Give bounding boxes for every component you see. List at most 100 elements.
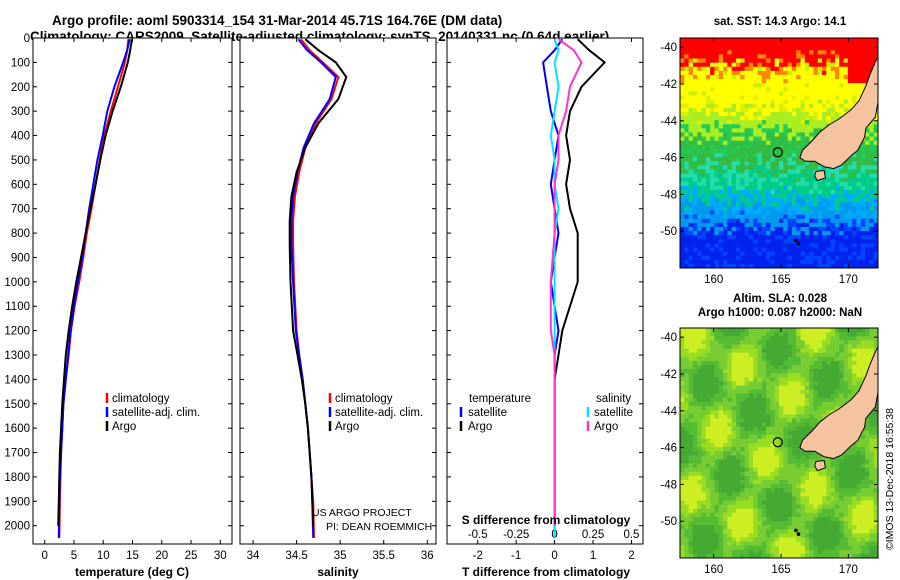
map-cell [804, 239, 810, 244]
map-cell [856, 46, 862, 51]
map-cell [723, 177, 728, 183]
map-cell [684, 181, 690, 187]
map-cell [744, 377, 750, 382]
y-tick-label: 1600 [4, 423, 30, 435]
map-cell [809, 218, 815, 224]
map-cell [701, 492, 707, 497]
map-cell [684, 153, 690, 158]
map-cell [744, 202, 750, 207]
map-cell [740, 381, 746, 387]
map-cell [735, 360, 741, 366]
map-cell [744, 140, 750, 146]
map-cell [787, 508, 793, 514]
map-cell [800, 381, 806, 387]
map-cell [757, 537, 763, 543]
map-cell [774, 251, 780, 257]
map-cell [774, 537, 780, 543]
map-cell [791, 467, 797, 473]
map-cell [735, 377, 741, 382]
map-cell [680, 103, 685, 109]
map-cell [770, 124, 776, 129]
map-cell [744, 38, 750, 43]
map-cell [770, 62, 776, 68]
map-cell [830, 54, 836, 60]
map-cell [718, 95, 724, 101]
map-cell [710, 451, 716, 456]
map-cell [779, 99, 784, 105]
map-cell [839, 393, 845, 399]
map-cell [791, 259, 797, 265]
map-cell [692, 226, 698, 232]
map-cell [865, 157, 870, 162]
map-cell [757, 42, 763, 47]
map-cell [705, 124, 711, 129]
map-cell [697, 210, 703, 216]
map-cell [834, 521, 840, 526]
map-cell [727, 206, 733, 212]
map-cell [770, 235, 776, 240]
map-cell [684, 360, 690, 366]
map-cell [830, 348, 836, 354]
map-cell [697, 545, 703, 551]
map-cell [740, 247, 746, 253]
map-cell [865, 185, 870, 191]
map-cell [727, 79, 733, 84]
map-cell [761, 136, 767, 142]
map-cell [791, 356, 797, 362]
map-cell [701, 62, 707, 68]
map-cell [817, 360, 823, 366]
map-cell [744, 185, 750, 191]
map-cell [852, 263, 858, 268]
map-cell [787, 107, 793, 113]
map-cell [791, 516, 797, 522]
map-cell [753, 385, 759, 391]
map-cell [865, 206, 870, 212]
map-cell [735, 381, 741, 387]
map-cell [735, 124, 741, 129]
map-cell [714, 189, 720, 195]
map-cell [839, 471, 845, 477]
map-cell [791, 58, 797, 64]
map-cell [834, 95, 840, 101]
map-cell [718, 521, 724, 526]
map-cell [826, 66, 832, 72]
map-cell [791, 332, 797, 337]
map-cell [688, 124, 694, 129]
map-cell [731, 214, 737, 220]
map-cell [740, 136, 746, 142]
map-cell [684, 496, 690, 502]
map-cell [779, 124, 784, 129]
map-cell [770, 83, 776, 88]
map-cell [701, 222, 707, 228]
map-cell [705, 38, 711, 43]
map-cell [860, 243, 866, 249]
map-cell [804, 406, 810, 411]
map-cell [697, 161, 703, 166]
map-cell [684, 488, 690, 493]
map-cell [680, 541, 685, 547]
map-cell [804, 120, 810, 125]
map-cell [839, 340, 845, 346]
map-cell [873, 198, 878, 203]
map-cell [817, 348, 823, 354]
map-cell [735, 434, 741, 440]
map-cell [869, 243, 875, 249]
map-cell [779, 62, 784, 68]
map-cell [748, 148, 754, 154]
map-cell [740, 479, 746, 485]
map-cell [753, 381, 759, 387]
map-cell [847, 218, 853, 224]
map-cell [800, 259, 806, 265]
map-cell [791, 198, 797, 203]
map-cell [714, 410, 720, 415]
map-cell [688, 529, 694, 534]
map-cell [783, 455, 789, 461]
map-cell [692, 120, 698, 125]
map-cell [839, 58, 845, 64]
map-cell [809, 95, 815, 101]
map-cell [692, 545, 698, 551]
map-cell [714, 504, 720, 510]
map-cell [766, 549, 771, 555]
map-cell [744, 239, 750, 244]
map-cell [723, 231, 728, 236]
